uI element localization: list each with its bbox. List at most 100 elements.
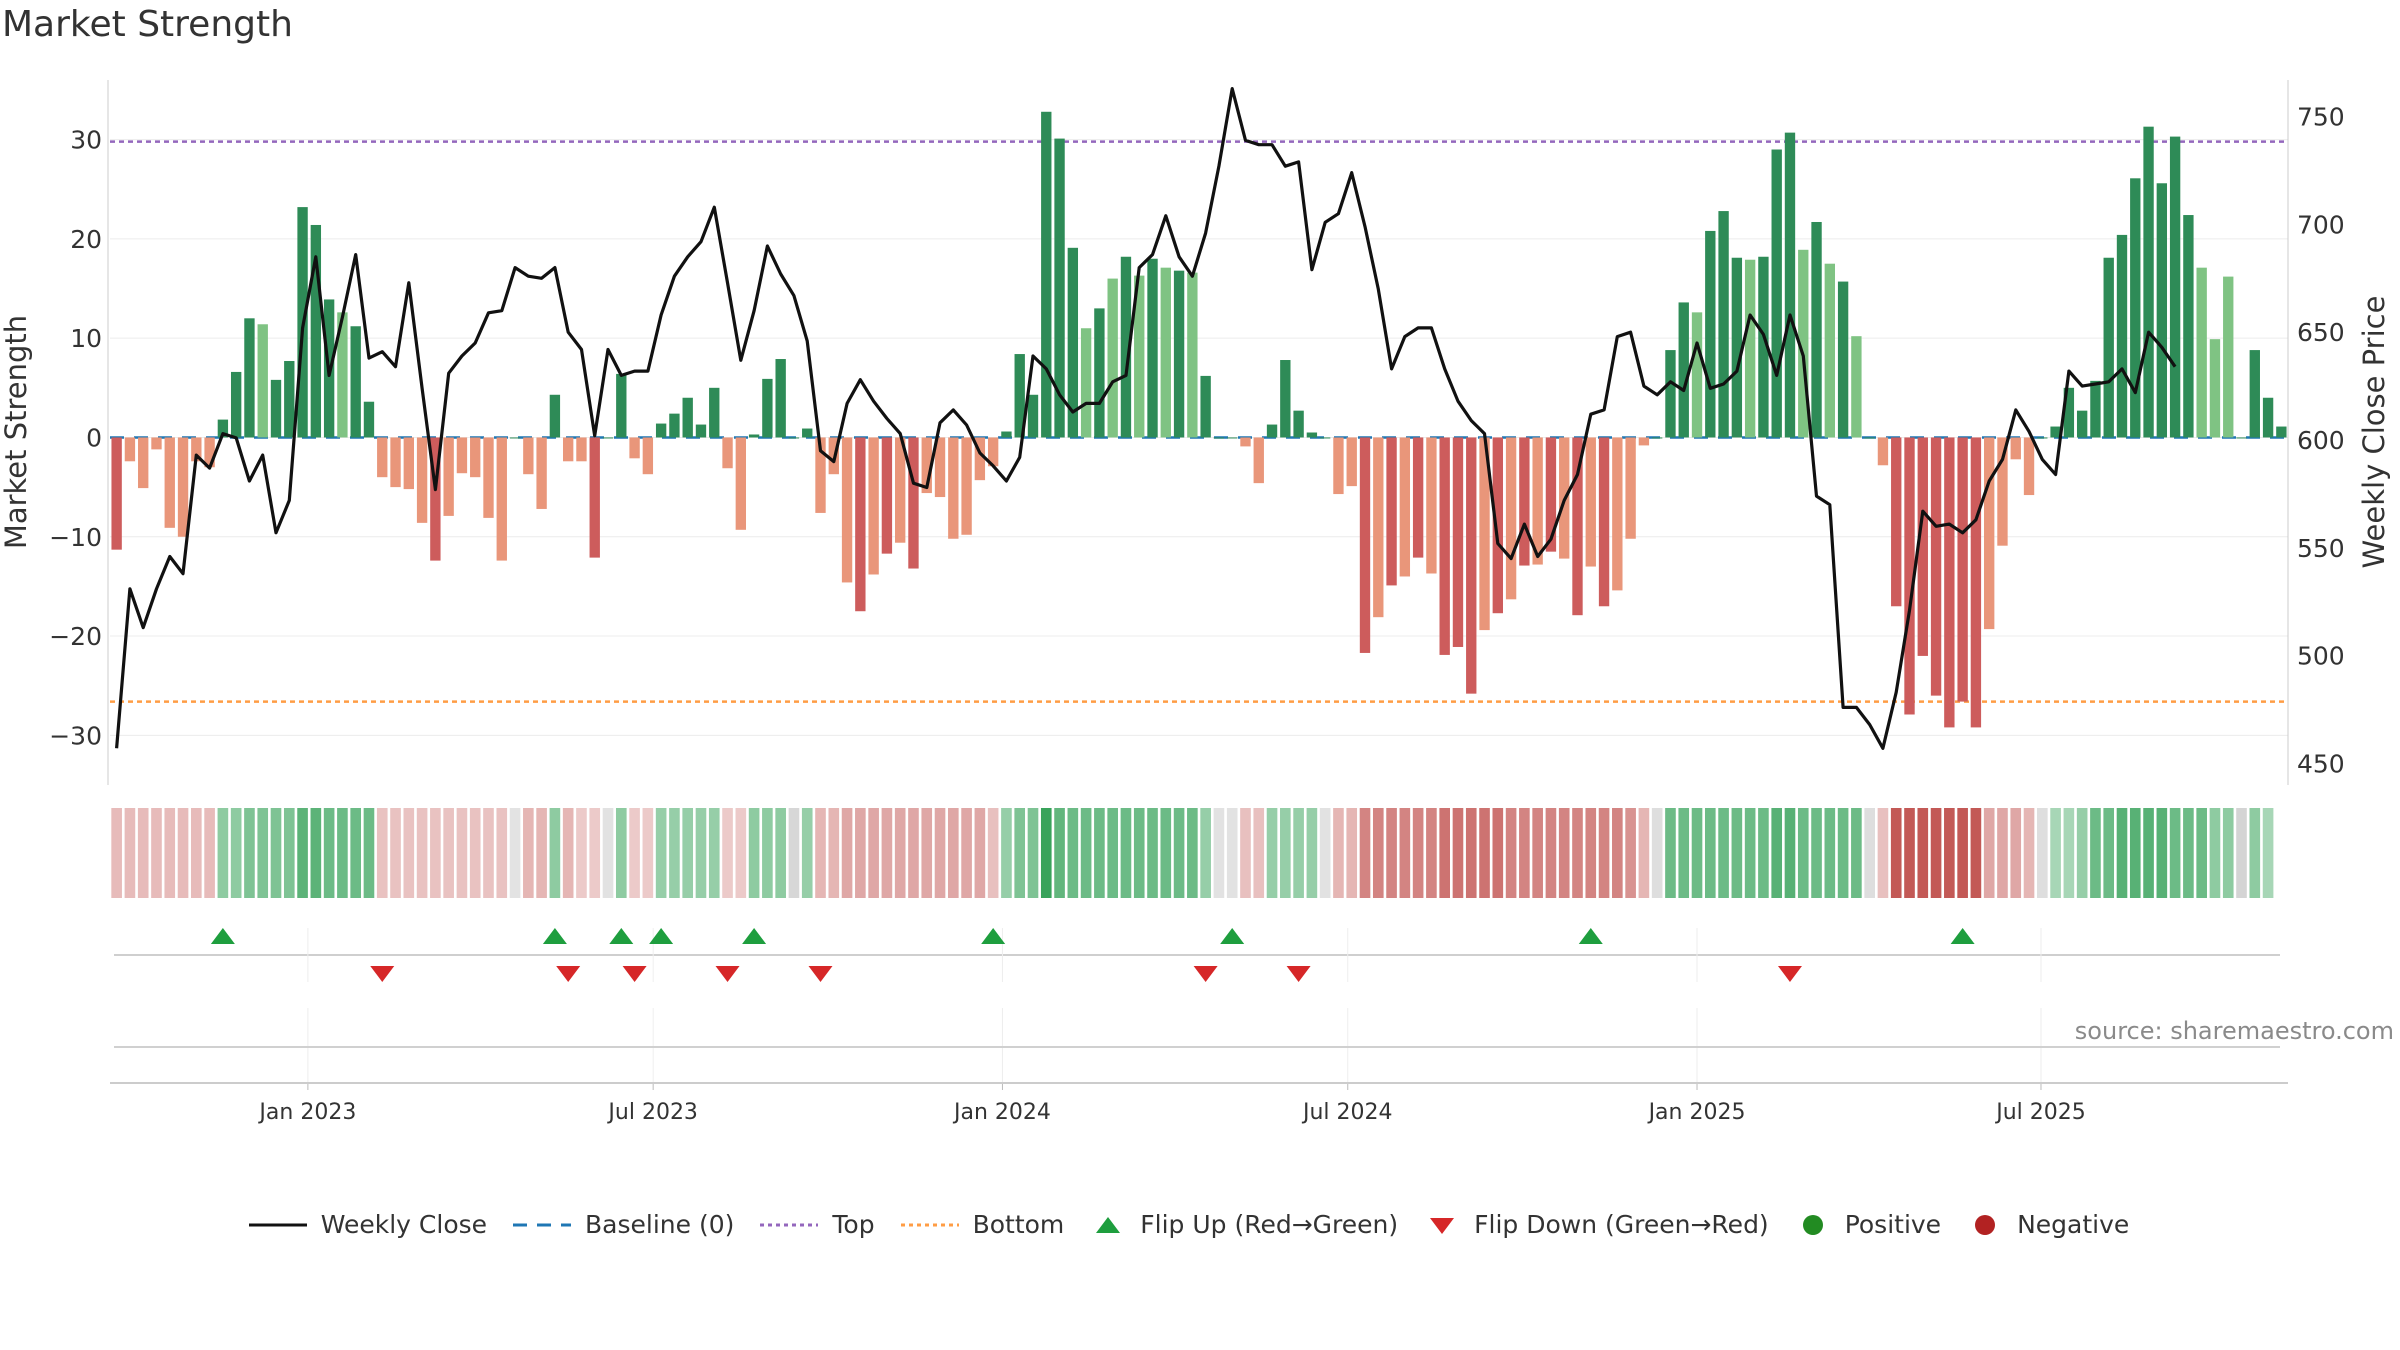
heat-cell <box>2169 808 2181 898</box>
strength-bar <box>1466 437 1477 694</box>
heat-cell <box>1665 808 1676 898</box>
strength-bar <box>1041 111 1052 438</box>
strength-bar <box>602 437 614 439</box>
x-tick-label: Jan 2024 <box>952 1100 1051 1125</box>
heat-cell <box>1399 808 1411 898</box>
strength-bar <box>562 437 574 462</box>
heat-cell <box>1519 808 1530 898</box>
heat-cell <box>947 808 959 898</box>
bottom-panel <box>110 1008 2288 1084</box>
heat-cell <box>523 808 534 898</box>
strength-bar <box>1837 281 1849 438</box>
heat-cell <box>841 808 853 898</box>
heat-cell <box>2103 808 2115 898</box>
heat-cell <box>1133 808 1145 898</box>
strength-bar <box>111 437 122 550</box>
heat-cell <box>1811 808 1822 898</box>
heat-cell <box>1386 808 1397 898</box>
legend-baseline: Baseline (0) <box>511 1210 734 1239</box>
strength-bar <box>2010 437 2021 460</box>
strength-bar <box>1452 437 1464 647</box>
strength-bar <box>1851 336 1862 438</box>
heat-cell <box>602 808 614 898</box>
strength-bar <box>1094 308 1105 438</box>
strength-bar <box>2183 215 2194 438</box>
strength-bar <box>1333 437 1344 495</box>
heat-cell <box>1293 808 1304 898</box>
heat-cell <box>682 808 694 898</box>
heat-cell <box>2262 808 2274 898</box>
flip-up-marker <box>1950 928 1975 944</box>
axes: 30 20 10 0 −10 −20 −30 750 700 650 600 550 500 450 Jan… <box>49 80 2345 1125</box>
strength-bar <box>416 437 428 523</box>
heat-cell <box>1771 808 1783 898</box>
heat-cell <box>1851 808 1862 898</box>
strength-bar <box>443 437 454 516</box>
strength-bar <box>2130 178 2141 438</box>
strength-bar <box>1691 312 1703 438</box>
heat-cell <box>2249 808 2261 898</box>
strength-bar <box>483 437 494 518</box>
triangle-down-icon <box>1430 1217 1455 1234</box>
strength-bar <box>1984 437 1995 630</box>
strength-bar <box>1054 138 1065 438</box>
x-tick-label: Jan 2023 <box>257 1100 356 1125</box>
strength-bar <box>1067 247 1079 438</box>
strength-bar <box>961 437 972 535</box>
y-tick-label: 20 <box>70 225 102 254</box>
heat-cell <box>1864 808 1875 898</box>
legend-label: Flip Down (Green→Red) <box>1474 1210 1769 1239</box>
strength-bar <box>1479 437 1490 631</box>
heat-cell <box>2222 808 2234 898</box>
strength-bar <box>1213 437 1225 439</box>
strength-bar <box>1293 410 1304 438</box>
heat-cell <box>403 808 415 898</box>
strength-bar <box>2143 126 2154 438</box>
strength-bar <box>1014 354 1025 438</box>
red-dot-icon <box>1975 1214 1996 1235</box>
heat-cell <box>177 808 189 898</box>
strength-bar <box>350 326 361 438</box>
strength-bar <box>1240 437 1251 447</box>
heat-cell <box>1173 808 1185 898</box>
strength-bar <box>1373 437 1384 618</box>
strength-bar <box>403 437 414 490</box>
heat-cell <box>1412 808 1424 898</box>
heat-cell <box>589 808 601 898</box>
flip-down-marker <box>1777 966 1802 982</box>
heat-cell <box>881 808 893 898</box>
strength-bar <box>1930 437 1942 696</box>
heat-cell <box>1160 808 1172 898</box>
flip-down-marker <box>1286 966 1311 982</box>
strength-bar <box>363 401 375 438</box>
y-tick-label: 10 <box>70 324 102 353</box>
strength-bar <box>1319 437 1331 439</box>
heat-cell <box>2143 808 2154 898</box>
strength-bar <box>1227 437 1238 439</box>
heat-cell <box>2196 808 2207 898</box>
heat-cell <box>1040 808 1052 898</box>
heat-cell <box>270 808 282 898</box>
heat-cell <box>974 808 986 898</box>
strength-bar <box>2236 437 2247 439</box>
heat-cell <box>443 808 454 898</box>
flip-down-marker <box>808 966 833 982</box>
heat-cell <box>1094 808 1105 898</box>
heat-cell <box>1452 808 1464 898</box>
heat-cell <box>801 808 813 898</box>
heat-cell <box>1505 808 1517 898</box>
heat-cell <box>2156 808 2168 898</box>
flip-down-marker <box>556 966 581 982</box>
heat-cell <box>416 808 428 898</box>
strength-bar <box>589 437 600 558</box>
heat-cell <box>509 808 521 898</box>
heat-cell <box>1333 808 1344 898</box>
strength-bar <box>1877 437 1889 466</box>
legend-weekly-close: Weekly Close <box>247 1210 487 1239</box>
heat-cell <box>1107 808 1118 898</box>
strength-bar <box>1386 437 1397 586</box>
heat-cell <box>2236 808 2247 898</box>
strength-bar <box>1426 437 1437 574</box>
strength-bar <box>1811 221 1822 438</box>
